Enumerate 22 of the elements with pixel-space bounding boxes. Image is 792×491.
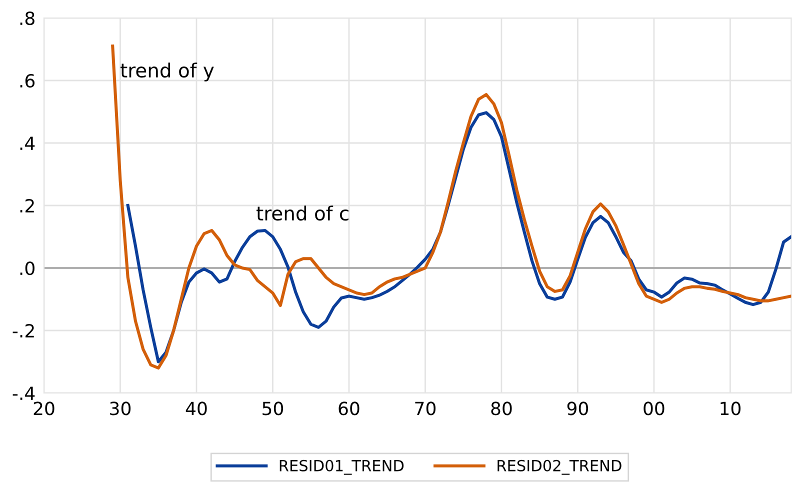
x-tick-label: 20: [34, 402, 54, 416]
legend-label: RESID01_TREND: [280, 460, 404, 475]
x-tick-label: 40: [186, 402, 207, 416]
x-tick-label: 00: [644, 402, 664, 416]
x-tick-label: 60: [338, 402, 360, 416]
y-tick-label: .8: [20, 11, 34, 26]
y-tick-label: -.4: [12, 386, 35, 400]
x-tick-label: 70: [415, 402, 436, 416]
annotation: trend of c: [256, 206, 348, 221]
x-tick-label: 50: [262, 402, 284, 416]
x-tick-label: 30: [110, 402, 131, 416]
y-tick-label: .2: [20, 198, 34, 212]
legend-label: RESID02_TREND: [498, 460, 622, 475]
x-tick-label: 90: [567, 402, 588, 416]
x-tick-label: 10: [720, 402, 740, 416]
y-tick-label: .0: [20, 261, 34, 276]
annotation: trend of y: [120, 62, 214, 82]
y-tick-label: .6: [20, 74, 35, 88]
y-tick-label: -.2: [12, 324, 34, 338]
y-tick-label: .4: [20, 136, 35, 150]
x-tick-label: 80: [491, 402, 512, 416]
line-series: [111, 44, 792, 370]
